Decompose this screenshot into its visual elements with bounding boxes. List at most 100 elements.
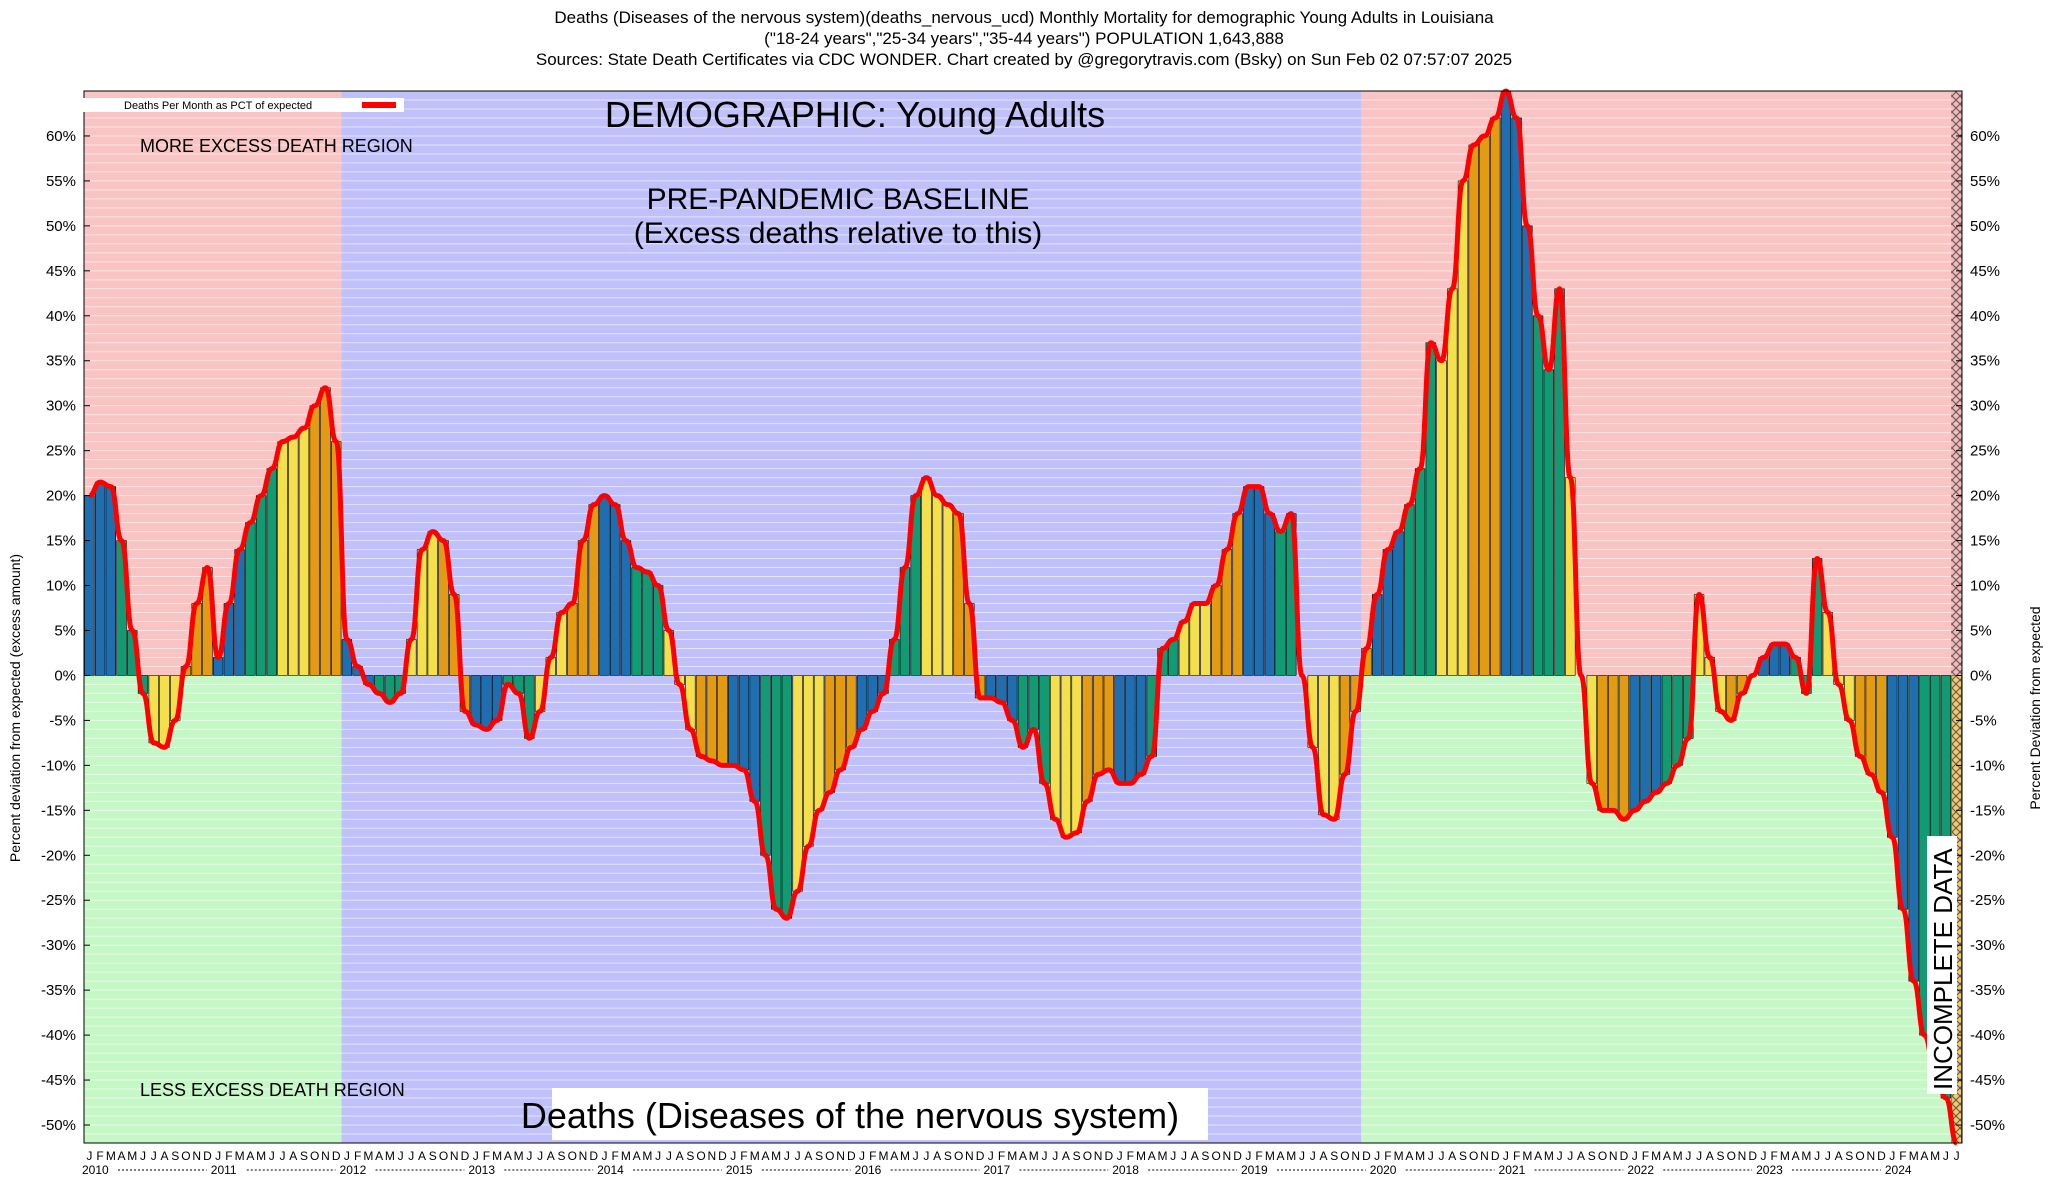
y-tick-label-right: 40% (1970, 308, 2000, 325)
x-month-label: N (1223, 1149, 1232, 1163)
x-month-label: J (473, 1149, 479, 1163)
legend-box (82, 98, 404, 112)
data-bar (921, 477, 932, 676)
x-month-label: M (106, 1149, 116, 1163)
x-month-label: M (771, 1149, 781, 1163)
data-bar (824, 675, 835, 793)
data-bar (1522, 225, 1533, 676)
x-year-label: 2013 (468, 1163, 495, 1177)
y-tick-label-right: 20% (1970, 488, 2000, 505)
y-tick-label-right: 10% (1970, 578, 2000, 595)
x-month-label: M (1029, 1149, 1039, 1163)
data-bar (1125, 675, 1136, 784)
x-month-label: M (127, 1149, 137, 1163)
more-excess-label: MORE EXCESS DEATH REGION (140, 136, 413, 156)
x-month-label: F (1513, 1149, 1520, 1163)
x-month-label: M (1801, 1149, 1811, 1163)
data-bar (1232, 513, 1243, 676)
data-bar (255, 495, 267, 676)
x-month-label: J (408, 1149, 414, 1163)
y-tick-label-right: 50% (1970, 218, 2000, 235)
x-month-label: S (429, 1149, 437, 1163)
x-month-label: D (1491, 1149, 1500, 1163)
plot-frame (83, 90, 1963, 1144)
x-month-label: O (439, 1149, 448, 1163)
x-month-label: A (375, 1149, 383, 1163)
x-month-label: A (1920, 1149, 1928, 1163)
x-month-label: N (707, 1149, 716, 1163)
x-month-label: F (869, 1149, 876, 1163)
data-bar (320, 387, 331, 676)
x-month-label: A (418, 1149, 426, 1163)
incomplete-hatch (1951, 91, 1962, 1143)
data-bar (717, 675, 728, 766)
y-tick-label-right: -50% (1970, 1117, 2005, 1134)
x-month-label: M (1394, 1149, 1404, 1163)
x-month-label: J (1632, 1149, 1638, 1163)
data-bar (1500, 90, 1512, 676)
y-tick-label-left: 15% (46, 533, 76, 550)
x-month-label: A (1706, 1149, 1714, 1163)
data-bar (481, 675, 492, 730)
y-tick-label-left: 10% (46, 578, 76, 595)
data-bar (1447, 288, 1458, 676)
x-month-label: N (1866, 1149, 1875, 1163)
y-tick-label-left: -40% (41, 1027, 76, 1044)
y-tick-label-left: 40% (46, 308, 76, 325)
x-month-label: O (568, 1149, 577, 1163)
data-bar (1393, 531, 1404, 676)
x-month-label: M (1673, 1149, 1683, 1163)
x-month-label: M (1544, 1149, 1554, 1163)
x-month-label: S (1717, 1149, 1725, 1163)
data-bar (1650, 675, 1662, 793)
data-bar (1264, 513, 1275, 676)
x-month-label: M (1136, 1149, 1146, 1163)
y-axis-label-left: Percent deviation from expected (excess … (7, 553, 23, 863)
x-month-label: J (1181, 1149, 1187, 1163)
x-month-label: S (815, 1149, 823, 1163)
data-bar (1511, 117, 1522, 676)
x-month-label: F (612, 1149, 619, 1163)
x-year-label: 2012 (340, 1163, 367, 1177)
data-bar (610, 504, 621, 676)
data-bar (1543, 369, 1555, 676)
x-month-label: J (1310, 1149, 1316, 1163)
x-year-label: 2024 (1885, 1163, 1912, 1177)
data-bar (1404, 504, 1415, 676)
x-month-label: A (933, 1149, 941, 1163)
data-bar (1211, 585, 1222, 676)
data-bar (1908, 675, 1919, 982)
x-month-label: O (1727, 1149, 1736, 1163)
x-month-label: J (859, 1149, 865, 1163)
bottom-title: Deaths (Diseases of the nervous system) (521, 1095, 1179, 1136)
x-year-label: 2017 (983, 1163, 1010, 1177)
x-year-label: 2014 (597, 1163, 624, 1177)
x-month-label: A (1405, 1149, 1413, 1163)
data-bar (1490, 117, 1501, 676)
x-month-label: J (1760, 1149, 1766, 1163)
x-month-label: D (332, 1149, 341, 1163)
data-bar (1618, 675, 1630, 820)
data-bar (1468, 144, 1479, 676)
chart-title-line-1: Deaths (Diseases of the nervous system)(… (554, 8, 1494, 27)
data-bar (620, 540, 632, 676)
x-year-label: 2016 (855, 1163, 882, 1177)
x-month-label: A (1019, 1149, 1027, 1163)
x-month-label: J (526, 1149, 532, 1163)
x-month-label: D (203, 1149, 212, 1163)
data-bar (288, 436, 299, 676)
x-month-label: A (160, 1149, 168, 1163)
data-bar (738, 675, 750, 771)
x-month-label: N (965, 1149, 974, 1163)
data-bar (1640, 675, 1651, 802)
chart-title-line-3: Sources: State Death Certificates via CD… (535, 50, 1513, 69)
x-month-label: O (696, 1149, 705, 1163)
x-year-label: 2022 (1627, 1163, 1654, 1177)
y-tick-label-right: 30% (1970, 398, 2000, 415)
x-year-label: 2023 (1756, 1163, 1783, 1177)
x-month-label: F (225, 1149, 232, 1163)
x-month-label: J (913, 1149, 919, 1163)
x-month-label: S (300, 1149, 308, 1163)
x-month-label: J (151, 1149, 157, 1163)
x-month-label: J (1503, 1149, 1509, 1163)
